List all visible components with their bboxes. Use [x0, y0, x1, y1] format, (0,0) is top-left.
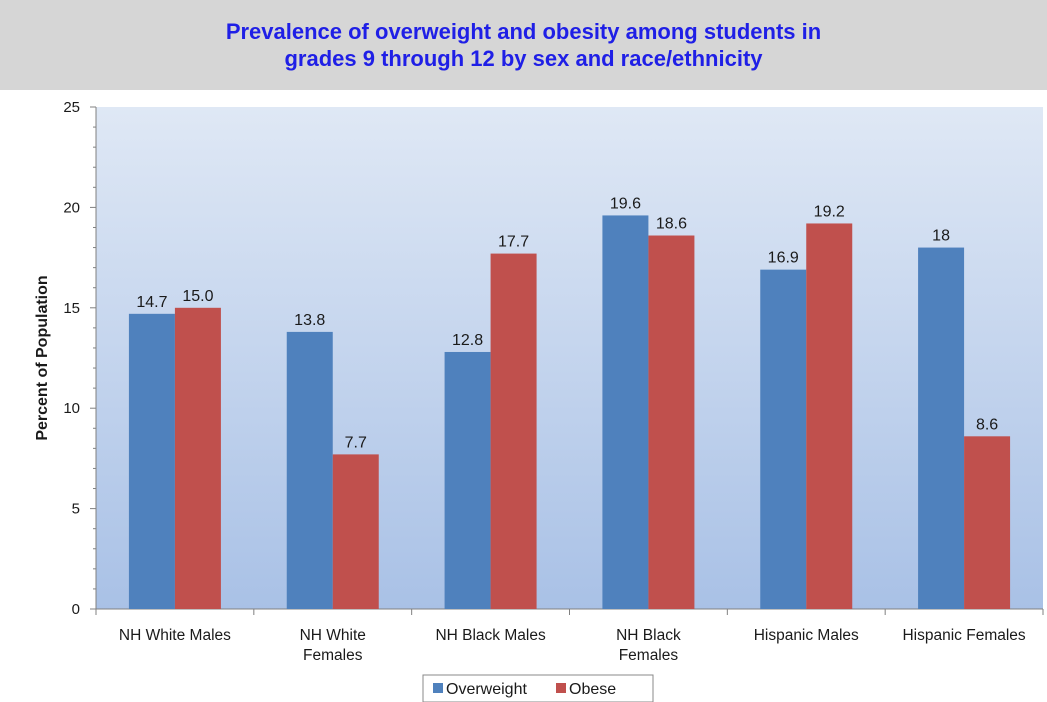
- bar-chart: 0 5 10 15 20 25 14.7 15.0 13.8 7.7 12.8 17.7 19.6 18…: [34, 99, 1044, 702]
- bar-overweight: [760, 269, 807, 609]
- bar-obese: [648, 235, 695, 609]
- legend-label-obese: Obese: [569, 681, 616, 698]
- data-label-overweight: 18: [932, 228, 950, 245]
- data-label-obese: 18.6: [656, 216, 687, 233]
- legend: Overweight Obese: [422, 674, 654, 702]
- bar-overweight: [128, 313, 175, 609]
- data-label-obese: 15.0: [182, 288, 213, 305]
- x-category-label: Females: [619, 647, 679, 664]
- x-category-label: NH Black Males: [435, 627, 545, 644]
- bar-overweight: [286, 331, 333, 609]
- chart-title-line-2: grades 9 through 12 by sex and race/ethn…: [284, 46, 763, 71]
- data-label-obese: 8.6: [976, 416, 998, 433]
- x-category-label: NH White Males: [119, 627, 231, 644]
- data-label-overweight: 19.6: [610, 195, 641, 212]
- legend-box: [422, 674, 654, 702]
- legend-swatch-overweight: [433, 683, 443, 693]
- x-axis-labels: NH White Males NH White Females NH Black Ma…: [95, 609, 1044, 664]
- data-label-obese: 7.7: [345, 434, 367, 451]
- y-axis-label: Percent of Population: [34, 275, 51, 440]
- data-label-obese: 17.7: [498, 234, 529, 251]
- bar-overweight: [444, 351, 491, 609]
- y-tick-label: 15: [63, 300, 80, 317]
- legend-label-overweight: Overweight: [446, 681, 527, 698]
- legend-swatch-obese: [556, 683, 566, 693]
- y-tick-label: 25: [63, 99, 80, 116]
- bar-obese: [332, 454, 379, 609]
- y-tick-label: 10: [63, 400, 80, 417]
- data-label-overweight: 16.9: [768, 250, 799, 267]
- chart-title-band: Prevalence of overweight and obesity amo…: [0, 0, 1047, 90]
- bar-obese: [806, 223, 853, 610]
- x-category-label: Females: [303, 647, 363, 664]
- y-tick-label: 0: [72, 601, 80, 618]
- bars-group: 14.7 15.0 13.8 7.7 12.8 17.7 19.6 18.6 16.9 19.2 1…: [128, 195, 1011, 610]
- x-category-label: NH White: [300, 627, 366, 644]
- bar-obese: [174, 307, 221, 609]
- x-category-label: Hispanic Females: [902, 627, 1025, 644]
- chart-title-line-1: Prevalence of overweight and obesity amo…: [225, 19, 822, 44]
- bar-obese: [490, 253, 537, 610]
- bar-overweight: [918, 247, 965, 609]
- data-label-overweight: 12.8: [452, 332, 483, 349]
- data-label-obese: 19.2: [814, 203, 845, 220]
- y-tick-label: 20: [63, 199, 80, 216]
- bar-overweight: [602, 215, 649, 609]
- data-label-overweight: 14.7: [136, 294, 167, 311]
- plot-area: [96, 107, 1043, 609]
- x-category-label: NH Black: [616, 627, 681, 644]
- x-category-label: Hispanic Males: [754, 627, 859, 644]
- data-label-overweight: 13.8: [294, 312, 325, 329]
- bar-obese: [964, 436, 1011, 609]
- y-tick-label: 5: [72, 501, 80, 518]
